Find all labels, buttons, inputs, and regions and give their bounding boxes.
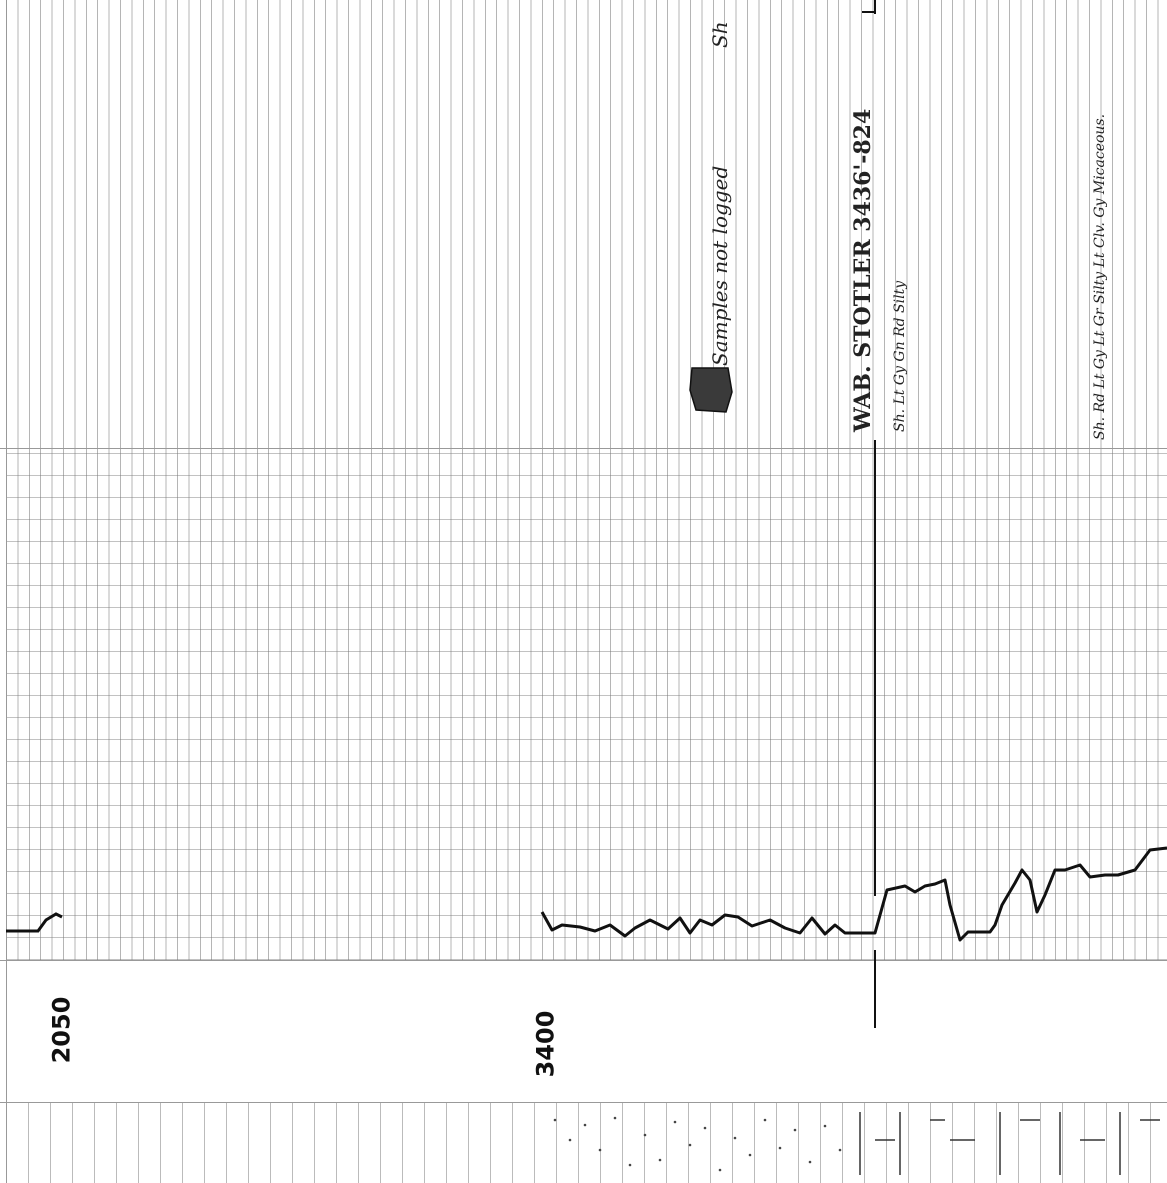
lithology-description-1: Sh. Lt Gy Gn Rd Silty [892, 280, 908, 432]
track-divider [0, 1102, 1167, 1103]
depth-label-3400: 3400 [531, 1010, 560, 1078]
depth-label-2050: 2050 [47, 996, 76, 1064]
samples-note-tail: Sh [708, 21, 732, 48]
lithology-symbols [859, 1112, 1160, 1175]
sandstone-dot-pattern [553, 1116, 842, 1172]
log-curve-segment [540, 846, 1167, 942]
formation-top-label: WAB. STOTLER 3436'-824 [850, 108, 876, 432]
no-samples-symbol [689, 367, 733, 413]
curve-track-grid [6, 448, 1167, 960]
samples-not-logged-note: Samples not logged [708, 165, 732, 366]
log-curve-segment [6, 912, 63, 933]
track-divider [0, 960, 1167, 961]
lithology-description-2: Sh. Rd Lt Gy Lt Gr Silty Lt Clv. Gy Mica… [1092, 113, 1108, 440]
lithology-column-grid [6, 0, 1167, 448]
track-divider [0, 448, 1167, 449]
lithology-symbol-track [6, 1102, 1167, 1183]
left-border [6, 0, 7, 1183]
